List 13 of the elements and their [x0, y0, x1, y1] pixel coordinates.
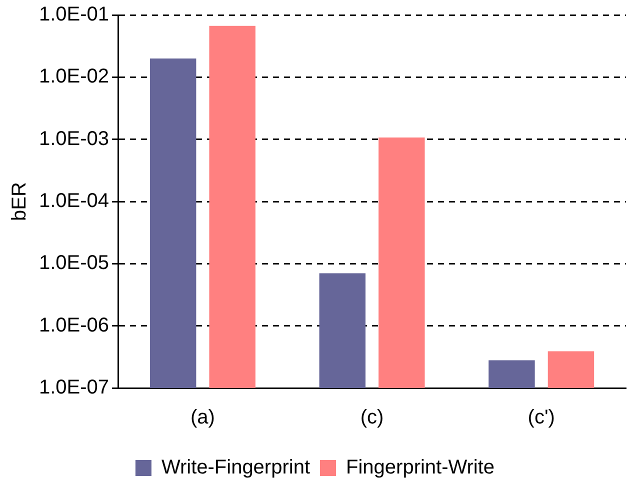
y-tick-label: 1.0E-07	[38, 376, 110, 399]
y-tick-label: 1.0E-05	[38, 252, 110, 274]
legend-label: Write-Fingerprint	[161, 456, 310, 479]
x-tick-label: (c')	[528, 406, 555, 429]
y-tick-label: 1.0E-04	[38, 190, 110, 212]
y-tick-label: 1.0E-01	[38, 4, 110, 26]
y-axis-title: bER	[8, 182, 31, 221]
x-tick-label: (c)	[360, 406, 384, 429]
y-tick-label: 1.0E-06	[38, 314, 110, 336]
legend-label: Fingerprint-Write	[346, 456, 495, 479]
y-tick-label: 1.0E-02	[38, 66, 110, 88]
x-tick-label: (a)	[190, 406, 215, 429]
y-tick-label: 1.0E-03	[38, 128, 110, 150]
